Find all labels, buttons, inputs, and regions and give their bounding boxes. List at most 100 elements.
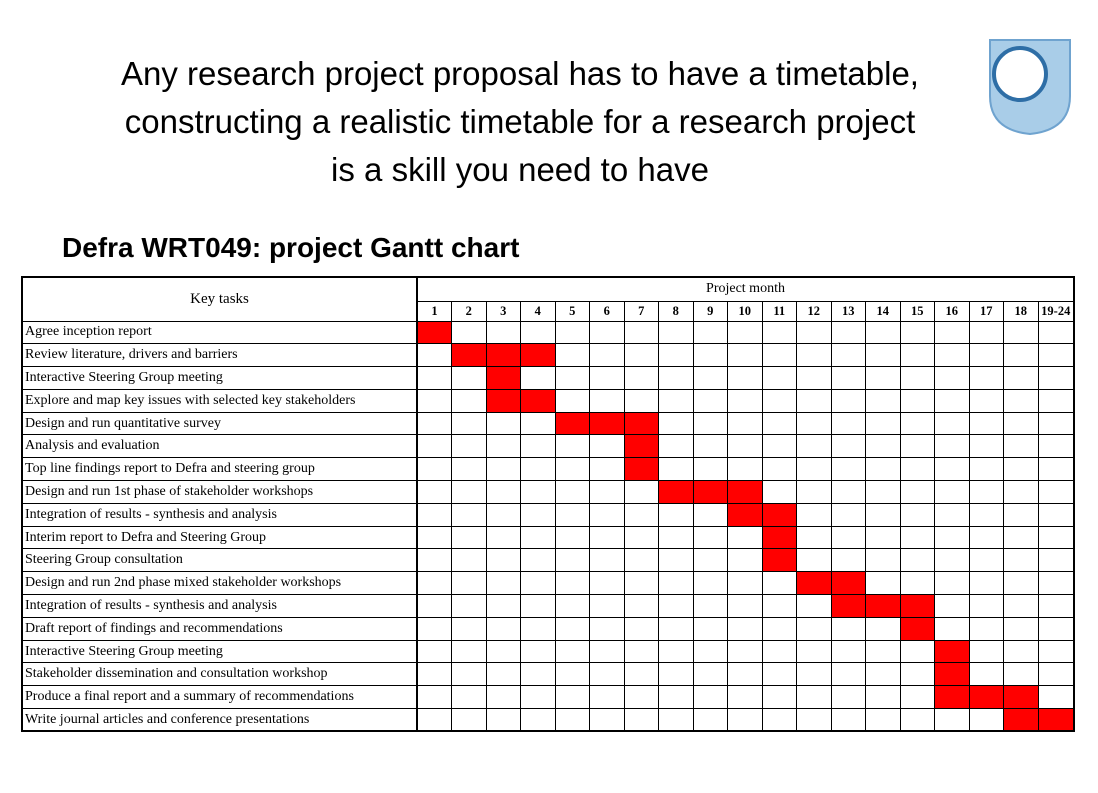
gantt-empty-cell bbox=[451, 639, 487, 664]
gantt-empty-cell bbox=[623, 320, 659, 345]
gantt-empty-cell bbox=[623, 502, 659, 527]
gantt-empty-cell bbox=[761, 571, 797, 596]
month-header: 14 bbox=[865, 300, 901, 322]
task-row: Steering Group consultation bbox=[21, 548, 1075, 573]
month-header: 7 bbox=[623, 300, 659, 322]
gantt-empty-cell bbox=[485, 434, 521, 459]
gantt-empty-cell bbox=[451, 388, 487, 413]
gantt-empty-cell bbox=[727, 662, 763, 687]
gantt-bar-cell bbox=[485, 388, 521, 413]
gantt-bar-cell bbox=[761, 502, 797, 527]
gantt-empty-cell bbox=[554, 548, 590, 573]
gantt-empty-cell bbox=[796, 639, 832, 664]
gantt-empty-cell bbox=[934, 616, 970, 641]
gantt-bar-cell bbox=[520, 343, 556, 368]
gantt-empty-cell bbox=[554, 616, 590, 641]
task-row: Design and run quantitative survey bbox=[21, 411, 1075, 436]
task-label: Design and run 1st phase of stakeholder … bbox=[21, 480, 418, 504]
gantt-bar-cell bbox=[727, 480, 763, 504]
gantt-empty-cell bbox=[727, 388, 763, 413]
month-header: 16 bbox=[934, 300, 970, 322]
gantt-empty-cell bbox=[865, 343, 901, 368]
gantt-empty-cell bbox=[761, 685, 797, 710]
gantt-empty-cell bbox=[658, 571, 694, 596]
gantt-empty-cell bbox=[554, 502, 590, 527]
gantt-empty-cell bbox=[934, 320, 970, 345]
slide-headline: Any research project proposal has to hav… bbox=[20, 50, 1020, 194]
month-header: 15 bbox=[899, 300, 935, 322]
task-label: Write journal articles and conference pr… bbox=[21, 708, 418, 732]
gantt-empty-cell bbox=[899, 434, 935, 459]
gantt-bar-cell bbox=[623, 434, 659, 459]
gantt-empty-cell bbox=[830, 480, 866, 504]
gantt-empty-cell bbox=[485, 548, 521, 573]
gantt-bar-cell bbox=[485, 366, 521, 390]
gantt-empty-cell bbox=[1037, 411, 1075, 436]
gantt-empty-cell bbox=[899, 343, 935, 368]
gantt-empty-cell bbox=[416, 411, 452, 436]
gantt-empty-cell bbox=[589, 685, 625, 710]
gantt-empty-cell bbox=[658, 320, 694, 345]
gantt-empty-cell bbox=[520, 708, 556, 732]
gantt-empty-cell bbox=[968, 343, 1004, 368]
task-row: Stakeholder dissemination and consultati… bbox=[21, 662, 1075, 687]
task-label: Review literature, drivers and barriers bbox=[21, 343, 418, 368]
month-header: 13 bbox=[830, 300, 866, 322]
gantt-empty-cell bbox=[761, 320, 797, 345]
gantt-empty-cell bbox=[899, 320, 935, 345]
gantt-empty-cell bbox=[658, 662, 694, 687]
gantt-empty-cell bbox=[727, 525, 763, 550]
gantt-empty-cell bbox=[830, 502, 866, 527]
gantt-empty-cell bbox=[1003, 639, 1039, 664]
gantt-empty-cell bbox=[899, 502, 935, 527]
gantt-empty-cell bbox=[1037, 594, 1075, 618]
gantt-empty-cell bbox=[485, 411, 521, 436]
gantt-empty-cell bbox=[934, 457, 970, 482]
gantt-empty-cell bbox=[865, 411, 901, 436]
gantt-empty-cell bbox=[727, 343, 763, 368]
gantt-empty-cell bbox=[485, 662, 521, 687]
task-row: Interactive Steering Group meeting bbox=[21, 639, 1075, 664]
gantt-empty-cell bbox=[1003, 616, 1039, 641]
gantt-empty-cell bbox=[1003, 548, 1039, 573]
gantt-empty-cell bbox=[416, 343, 452, 368]
gantt-empty-cell bbox=[796, 434, 832, 459]
gantt-empty-cell bbox=[623, 594, 659, 618]
gantt-table: Key tasks Project month 1 2 3 4 5 6 7 8 9 10 11 12 1… bbox=[21, 276, 1075, 733]
gantt-empty-cell bbox=[968, 548, 1004, 573]
gantt-empty-cell bbox=[899, 457, 935, 482]
gantt-empty-cell bbox=[623, 366, 659, 390]
gantt-empty-cell bbox=[451, 480, 487, 504]
gantt-empty-cell bbox=[1037, 480, 1075, 504]
gantt-empty-cell bbox=[865, 388, 901, 413]
gantt-empty-cell bbox=[554, 366, 590, 390]
gantt-empty-cell bbox=[727, 594, 763, 618]
task-row: Draft report of findings and recommendat… bbox=[21, 616, 1075, 641]
task-label: Design and run quantitative survey bbox=[21, 411, 418, 436]
gantt-empty-cell bbox=[899, 685, 935, 710]
gantt-empty-cell bbox=[589, 616, 625, 641]
gantt-bar-cell bbox=[934, 662, 970, 687]
gantt-empty-cell bbox=[934, 594, 970, 618]
gantt-empty-cell bbox=[554, 525, 590, 550]
gantt-empty-cell bbox=[1003, 434, 1039, 459]
gantt-empty-cell bbox=[1003, 594, 1039, 618]
gantt-empty-cell bbox=[658, 708, 694, 732]
gantt-empty-cell bbox=[520, 571, 556, 596]
gantt-empty-cell bbox=[416, 457, 452, 482]
headline-line-3: is a skill you need to have bbox=[331, 151, 709, 188]
gantt-empty-cell bbox=[1037, 457, 1075, 482]
gantt-empty-cell bbox=[830, 457, 866, 482]
gantt-empty-cell bbox=[934, 366, 970, 390]
gantt-empty-cell bbox=[727, 434, 763, 459]
gantt-empty-cell bbox=[692, 662, 728, 687]
gantt-empty-cell bbox=[865, 639, 901, 664]
gantt-empty-cell bbox=[485, 616, 521, 641]
gantt-empty-cell bbox=[1003, 343, 1039, 368]
gantt-empty-cell bbox=[589, 571, 625, 596]
gantt-empty-cell bbox=[761, 616, 797, 641]
gantt-empty-cell bbox=[727, 320, 763, 345]
task-label: Design and run 2nd phase mixed stakehold… bbox=[21, 571, 418, 596]
gantt-empty-cell bbox=[554, 571, 590, 596]
gantt-empty-cell bbox=[554, 388, 590, 413]
